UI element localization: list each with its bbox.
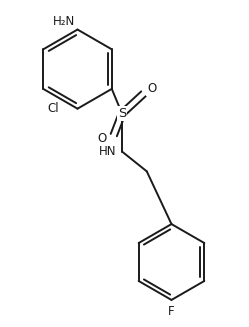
Text: H₂N: H₂N xyxy=(53,15,75,28)
Text: Cl: Cl xyxy=(48,102,60,115)
Text: O: O xyxy=(147,82,156,95)
Text: O: O xyxy=(98,132,107,145)
Text: HN: HN xyxy=(99,145,116,158)
Text: F: F xyxy=(168,305,175,318)
Text: S: S xyxy=(118,107,126,120)
